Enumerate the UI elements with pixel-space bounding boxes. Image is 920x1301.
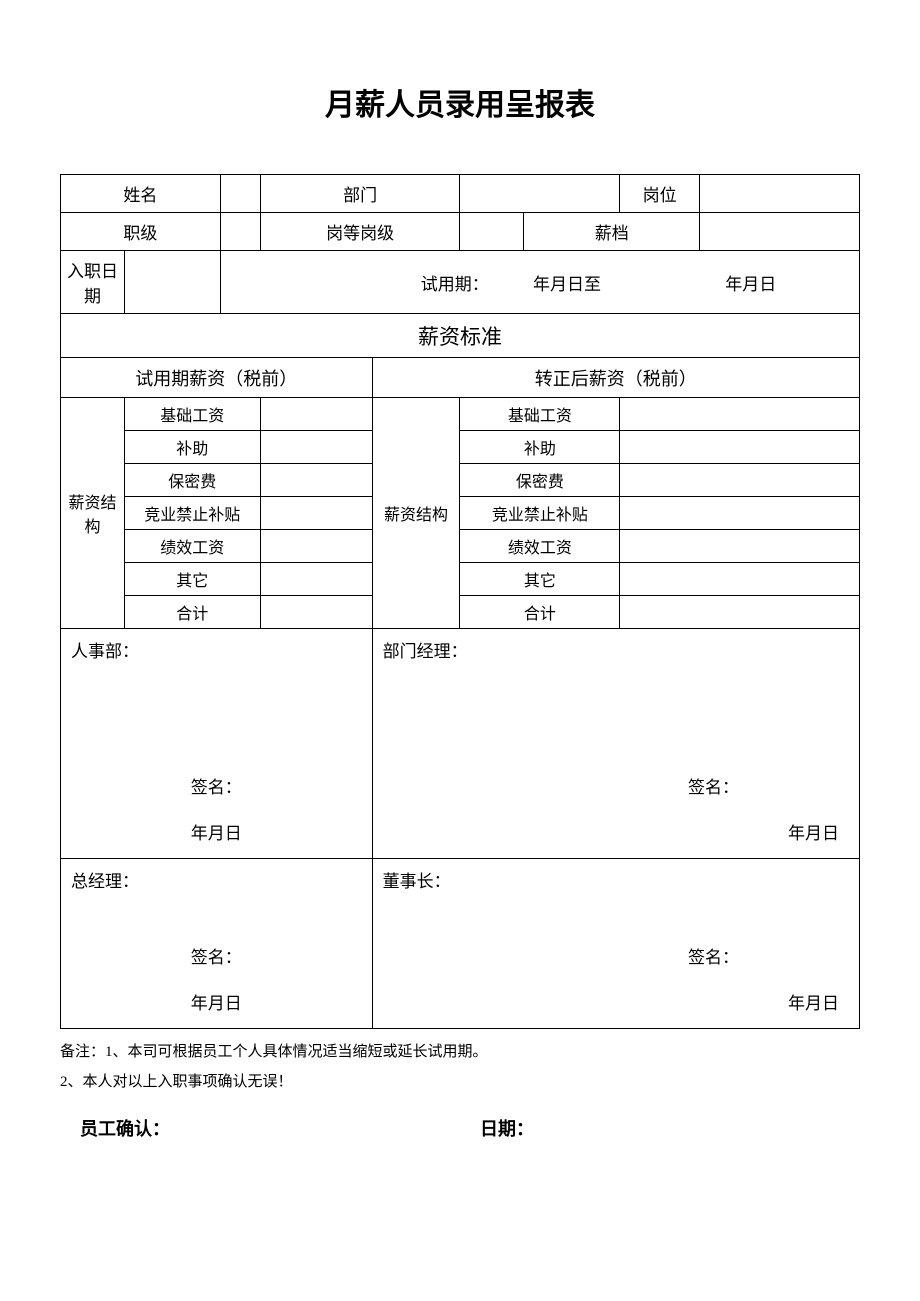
chairman-signature-block[interactable]: 董事长： 签名： 年月日: [372, 859, 859, 1029]
chairman-date-label: 年月日: [788, 989, 839, 1014]
rank-value[interactable]: [220, 213, 260, 251]
mgr-date-label: 年月日: [788, 819, 839, 844]
trial-total-value[interactable]: [260, 596, 372, 629]
note-2: 2、本人对以上入职事项确认无误！: [60, 1067, 860, 1097]
formal-other-label: 其它: [460, 563, 620, 596]
trial-subsidy-value[interactable]: [260, 431, 372, 464]
formal-total-label: 合计: [460, 596, 620, 629]
trial-performance-label: 绩效工资: [124, 530, 260, 563]
hr-sign-label: 签名：: [191, 773, 242, 798]
rank-label: 职级: [61, 213, 221, 251]
hr-date-label: 年月日: [191, 819, 242, 844]
trial-base-value[interactable]: [260, 398, 372, 431]
confirm-row: 员工确认： 日期：: [60, 1115, 860, 1141]
mgr-label: 部门经理：: [383, 637, 849, 662]
note-1: 备注：1、本司可根据员工个人具体情况适当缩短或延长试用期。: [60, 1037, 860, 1067]
formal-performance-value[interactable]: [620, 530, 860, 563]
trial-subsidy-label: 补助: [124, 431, 260, 464]
trial-confidential-value[interactable]: [260, 464, 372, 497]
mgr-sign-label: 签名：: [688, 773, 739, 798]
page-title: 月薪人员录用呈报表: [60, 80, 860, 124]
paygrade-label: 薪档: [524, 213, 700, 251]
trial-performance-value[interactable]: [260, 530, 372, 563]
trial-total-label: 合计: [124, 596, 260, 629]
formal-base-label: 基础工资: [460, 398, 620, 431]
grade-label: 岗等岗级: [260, 213, 460, 251]
trial-noncompete-value[interactable]: [260, 497, 372, 530]
gm-label: 总经理：: [71, 867, 362, 892]
gm-sign-label: 签名：: [191, 943, 242, 968]
hr-signature-block[interactable]: 人事部： 签名： 年月日: [61, 629, 373, 859]
formal-salary-header: 转正后薪资（税前）: [372, 358, 859, 398]
chairman-label: 董事长：: [383, 867, 849, 892]
position-value[interactable]: [700, 175, 860, 213]
gm-signature-block[interactable]: 总经理： 签名： 年月日: [61, 859, 373, 1029]
trial-structure-label: 薪资结构: [61, 398, 125, 629]
trial-period[interactable]: 试用期： 年月日至 年月日: [220, 251, 859, 314]
formal-subsidy-label: 补助: [460, 431, 620, 464]
chairman-sign-label: 签名：: [688, 943, 739, 968]
name-label: 姓名: [61, 175, 221, 213]
grade-value[interactable]: [460, 213, 524, 251]
position-label: 岗位: [620, 175, 700, 213]
trial-noncompete-label: 竞业禁止补贴: [124, 497, 260, 530]
formal-base-value[interactable]: [620, 398, 860, 431]
trial-confidential-label: 保密费: [124, 464, 260, 497]
dept-label: 部门: [260, 175, 460, 213]
trial-other-label: 其它: [124, 563, 260, 596]
formal-subsidy-value[interactable]: [620, 431, 860, 464]
dept-value[interactable]: [460, 175, 620, 213]
trial-to: 年月日: [605, 275, 776, 294]
entry-label: 入职日期: [61, 251, 125, 314]
entry-value[interactable]: [124, 251, 220, 314]
mgr-signature-block[interactable]: 部门经理： 签名： 年月日: [372, 629, 859, 859]
confirm-date-label: 日期：: [480, 1115, 534, 1141]
name-value[interactable]: [220, 175, 260, 213]
trial-other-value[interactable]: [260, 563, 372, 596]
formal-structure-label: 薪资结构: [372, 398, 460, 629]
employment-form-table: 姓名 部门 岗位 职级 岗等岗级 薪档 入职日期 试用期： 年月日至 年月日 薪…: [60, 174, 860, 1029]
hr-label: 人事部：: [71, 637, 362, 662]
trial-from: 年月日至: [493, 275, 601, 294]
formal-total-value[interactable]: [620, 596, 860, 629]
notes-section: 备注：1、本司可根据员工个人具体情况适当缩短或延长试用期。 2、本人对以上入职事…: [60, 1037, 860, 1097]
formal-noncompete-value[interactable]: [620, 497, 860, 530]
gm-date-label: 年月日: [191, 989, 242, 1014]
trial-label: 试用期：: [421, 275, 489, 294]
salary-header: 薪资标准: [61, 314, 860, 358]
formal-other-value[interactable]: [620, 563, 860, 596]
formal-confidential-label: 保密费: [460, 464, 620, 497]
employee-confirm-label: 员工确认：: [80, 1115, 170, 1141]
paygrade-value[interactable]: [700, 213, 860, 251]
formal-noncompete-label: 竞业禁止补贴: [460, 497, 620, 530]
trial-salary-header: 试用期薪资（税前）: [61, 358, 373, 398]
formal-performance-label: 绩效工资: [460, 530, 620, 563]
trial-base-label: 基础工资: [124, 398, 260, 431]
formal-confidential-value[interactable]: [620, 464, 860, 497]
